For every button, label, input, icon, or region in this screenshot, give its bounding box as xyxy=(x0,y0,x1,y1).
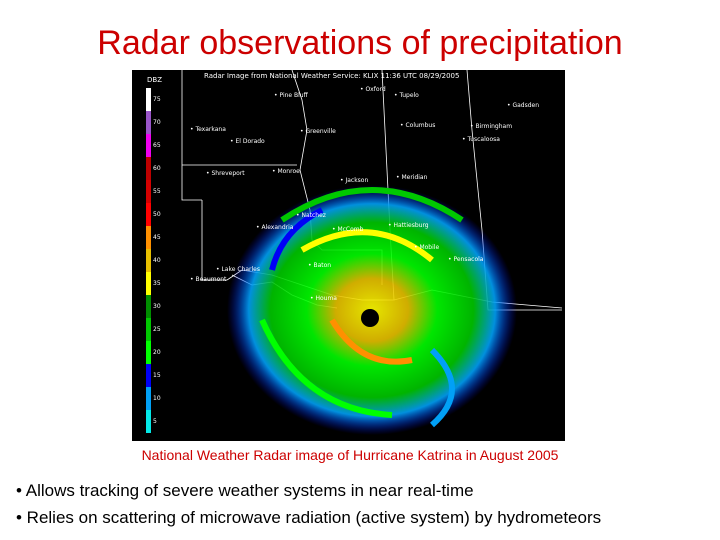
scale-swatch xyxy=(146,111,151,134)
scale-tick-label: 60 xyxy=(153,165,161,172)
city-label: Pine Bluff xyxy=(274,92,307,99)
scale-tick-label: 10 xyxy=(153,395,161,402)
scale-swatch xyxy=(146,134,151,157)
city-label: Houma xyxy=(310,295,337,302)
bullet-item: • Relies on scattering of microwave radi… xyxy=(16,508,602,527)
city-label: Lake Charles xyxy=(216,266,260,273)
scale-swatch xyxy=(146,180,151,203)
scale-swatch xyxy=(146,410,151,433)
scale-label: DBZ xyxy=(147,76,162,84)
bullet-item: • Allows tracking of severe weather syst… xyxy=(16,481,474,500)
image-caption: National Weather Radar image of Hurrican… xyxy=(141,447,559,463)
scale-swatch xyxy=(146,157,151,180)
scale-tick-label: 75 xyxy=(153,96,161,103)
city-label: Mobile xyxy=(414,244,439,251)
city-label: Tupelo xyxy=(394,92,418,99)
scale-tick-label: 20 xyxy=(153,349,161,356)
city-label: Meridian xyxy=(396,174,427,181)
scale-tick-label: 30 xyxy=(153,303,161,310)
scale-tick-label: 55 xyxy=(153,188,161,195)
scale-swatch xyxy=(146,318,151,341)
city-label: Birmingham xyxy=(470,123,512,130)
radar-image: Radar Image from National Weather Servic… xyxy=(132,70,565,441)
scale-swatch xyxy=(146,364,151,387)
scale-tick-label: 25 xyxy=(153,326,161,333)
radar-header: Radar Image from National Weather Servic… xyxy=(204,72,460,80)
city-label: Oxford xyxy=(360,86,385,93)
city-label: Monroe xyxy=(272,168,299,175)
scale-tick-label: 65 xyxy=(153,142,161,149)
city-label: Columbus xyxy=(400,122,435,129)
city-label: McComb xyxy=(332,226,363,233)
scale-swatch xyxy=(146,272,151,295)
scale-swatch xyxy=(146,226,151,249)
city-label: Texarkana xyxy=(190,126,225,133)
city-label: El Dorado xyxy=(230,138,264,145)
city-label: Alexandria xyxy=(256,224,293,231)
scale-swatch xyxy=(146,203,151,226)
city-label: Pensacola xyxy=(448,256,483,263)
slide-title: Radar observations of precipitation xyxy=(97,24,623,62)
hurricane-eye xyxy=(361,309,379,327)
scale-tick-label: 40 xyxy=(153,257,161,264)
city-label: Tuscaloosa xyxy=(462,136,499,143)
bullet-list: • Allows tracking of severe weather syst… xyxy=(16,477,716,531)
city-label: Shreveport xyxy=(206,170,244,177)
city-label: Beaumont xyxy=(190,276,226,283)
scale-swatch xyxy=(146,387,151,410)
scale-swatch xyxy=(146,295,151,318)
scale-swatch xyxy=(146,341,151,364)
city-label: Natchez xyxy=(296,212,325,219)
scale-swatch xyxy=(146,88,151,111)
scale-tick-label: 45 xyxy=(153,234,161,241)
city-label: Greenville xyxy=(300,128,335,135)
scale-tick-label: 70 xyxy=(153,119,161,126)
city-label: Gadsden xyxy=(507,102,539,109)
scale-tick-label: 15 xyxy=(153,372,161,379)
scale-tick-label: 5 xyxy=(153,418,157,425)
city-label: Hattiesburg xyxy=(388,222,428,229)
scale-tick-label: 50 xyxy=(153,211,161,218)
city-label: Jackson xyxy=(340,177,368,184)
scale-tick-label: 35 xyxy=(153,280,161,287)
city-label: Baton xyxy=(308,262,331,269)
scale-swatch xyxy=(146,249,151,272)
